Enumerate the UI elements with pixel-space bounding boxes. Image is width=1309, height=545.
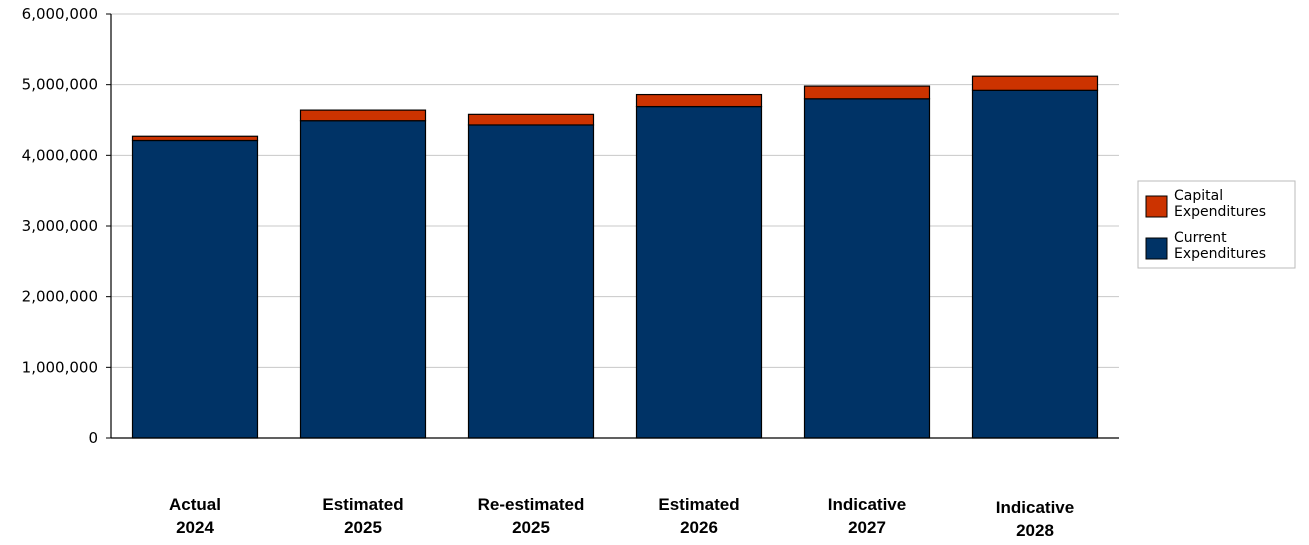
x-category-label: 2026 — [680, 518, 718, 537]
x-category-label: 2024 — [176, 518, 214, 537]
x-category-label: Indicative — [828, 495, 906, 514]
bar-segment — [467, 124, 595, 439]
legend-label: Current — [1174, 230, 1227, 246]
y-axis-ticks: 0 1,000,000 2,000,000 3,000,000 4,000,000 5,0… — [22, 5, 111, 447]
bar-segment — [635, 93, 763, 108]
x-category-label: 2027 — [848, 518, 886, 537]
bars — [131, 75, 1099, 439]
x-category-label: Re-estimated — [478, 495, 585, 514]
x-category-label: Actual — [169, 495, 221, 514]
x-category-label: 2025 — [512, 518, 550, 537]
bar-segment — [299, 109, 427, 122]
legend-label: Expenditures — [1174, 246, 1266, 262]
bar-segment — [131, 135, 259, 142]
x-category-label: Indicative — [996, 498, 1074, 517]
x-category-label: Estimated — [658, 495, 739, 514]
x-category-label: Estimated — [322, 495, 403, 514]
bar-segment — [971, 75, 1099, 91]
y-tick-label: 2,000,000 — [22, 288, 98, 306]
bar-segment — [131, 139, 259, 439]
y-tick-label: 6,000,000 — [22, 5, 98, 23]
bar-segment — [299, 120, 427, 439]
bar-segment — [803, 98, 931, 439]
axes — [110, 14, 1119, 439]
y-tick-label: 0 — [88, 429, 98, 447]
y-tick-label: 3,000,000 — [22, 217, 98, 235]
y-tick-label: 4,000,000 — [22, 146, 98, 164]
x-category-label: 2028 — [1016, 521, 1054, 540]
bar-segment — [803, 85, 931, 100]
bar-segment — [971, 89, 1099, 439]
bar-segment — [467, 113, 595, 126]
y-tick-label: 5,000,000 — [22, 76, 98, 94]
legend-swatch — [1145, 195, 1168, 218]
legend-label: Expenditures — [1174, 204, 1266, 220]
legend-swatch — [1145, 237, 1168, 260]
x-axis-labels: Actual 2024 Estimated 2025 Re-estimated 2025 E… — [169, 495, 1074, 540]
legend-label: Capital — [1174, 188, 1223, 204]
y-tick-label: 1,000,000 — [22, 358, 98, 376]
bar-segment — [635, 105, 763, 439]
gridlines — [111, 13, 1119, 368]
x-category-label: 2025 — [344, 518, 382, 537]
